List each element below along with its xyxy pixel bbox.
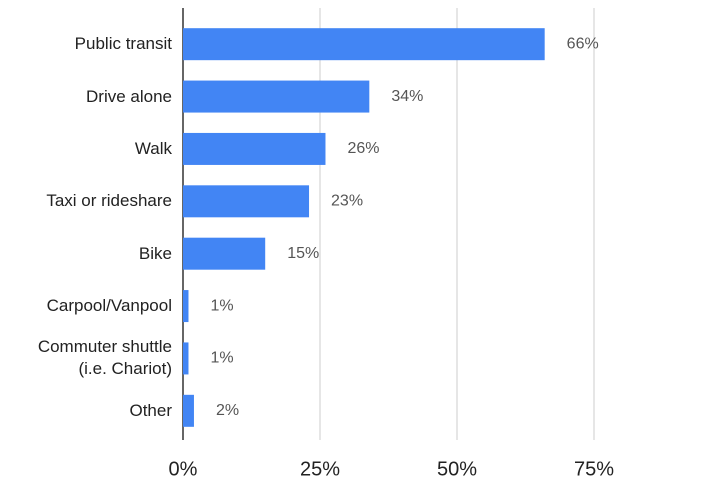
y-tick-label: Drive alone — [86, 86, 172, 106]
y-tick-label: Other — [129, 400, 172, 420]
bar — [183, 80, 370, 113]
y-tick-label: Carpool/Vanpool — [46, 296, 172, 316]
value-label: 2% — [216, 402, 239, 419]
value-label: 66% — [567, 35, 599, 52]
y-tick-label: Taxi or rideshare — [46, 191, 172, 211]
y-tick-label: Bike — [138, 243, 172, 263]
bar — [183, 237, 266, 270]
value-label: 15% — [287, 245, 319, 262]
value-label: 1% — [210, 297, 233, 314]
x-tick-label: 75% — [574, 458, 614, 480]
x-tick-label: 25% — [300, 458, 340, 480]
value-label: 1% — [210, 350, 233, 367]
x-tick-label: 0% — [169, 458, 198, 480]
x-tick-label: 50% — [437, 458, 477, 480]
value-label: 34% — [391, 88, 423, 105]
bar — [183, 185, 310, 218]
y-tick-label: Commuter shuttle (i.e. Chariot) — [37, 337, 172, 379]
y-tick-label: Public transit — [74, 34, 172, 54]
bar — [183, 132, 326, 165]
value-label: 26% — [347, 140, 379, 157]
value-label: 23% — [331, 193, 363, 210]
bar — [183, 28, 545, 61]
bar — [183, 394, 194, 427]
y-tick-label: Walk — [134, 138, 172, 158]
bar — [183, 290, 189, 323]
bar — [183, 342, 189, 375]
